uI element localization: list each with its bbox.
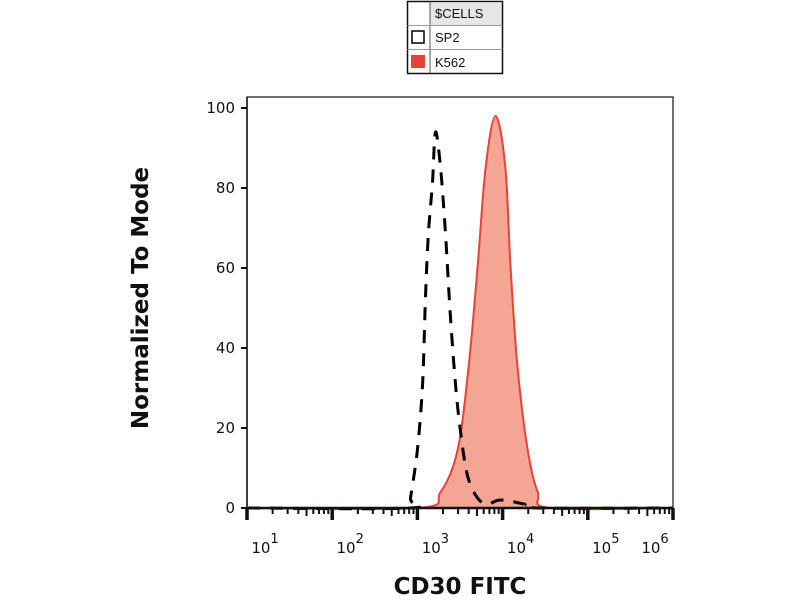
x-tick-label-base: 10 [337,539,356,557]
series-k562-line [246,114,674,511]
y-tick-label: 20 [216,419,235,437]
legend-header-bg [430,2,502,26]
legend-header: $CELLS [435,6,484,21]
x-tick-label-base: 10 [592,539,611,557]
series-sp2-line [246,130,674,511]
x-tick-label: 105 [592,532,619,557]
x-tick-label-exponent: 3 [441,532,449,547]
y-tick-label: 80 [216,179,235,197]
legend-label-k562: K562 [435,55,465,70]
x-tick-label-base: 10 [641,539,660,557]
x-tick-label-exponent: 4 [526,532,534,547]
y-tick-label: 60 [216,259,235,277]
x-axis-title: CD30 FITC [394,574,527,600]
legend: $CELLS SP2 K562 [406,0,504,75]
x-tick-label-exponent: 5 [611,532,619,547]
legend-swatch-sp2 [411,30,425,44]
y-tick-label: 40 [216,339,235,357]
x-tick-label-base: 10 [251,539,270,557]
x-tick-label: 102 [337,532,364,557]
y-tick-label: 0 [225,499,235,517]
x-tick-label: 101 [251,532,278,557]
x-tick-label-exponent: 1 [270,532,278,547]
legend-label-sp2: SP2 [435,30,460,45]
x-tick-label: 106 [641,532,668,557]
series-layer [246,114,674,511]
x-tick-label-base: 10 [422,539,441,557]
x-tick-label-exponent: 2 [356,532,364,547]
legend-swatch-k562 [411,55,425,68]
x-tick-label-base: 10 [507,539,526,557]
y-tick-label: 100 [206,99,235,117]
x-tick-label: 104 [507,532,534,557]
x-tick-label-exponent: 6 [660,532,668,547]
x-tick-label: 103 [422,532,449,557]
y-axis-title: Normalized To Mode [128,167,154,429]
series-k562-fill [247,116,673,510]
